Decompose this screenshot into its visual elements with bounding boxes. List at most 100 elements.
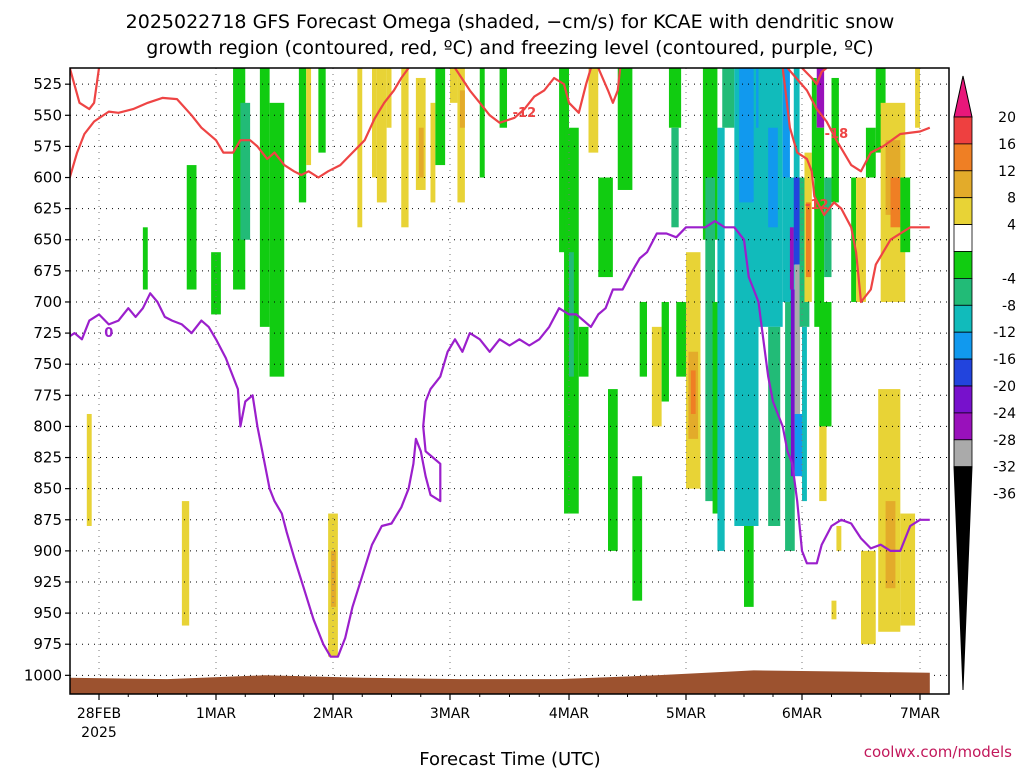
omega-cell-46 (668, 68, 682, 128)
terrain-surface (70, 670, 930, 694)
omega-cell-63 (768, 326, 781, 526)
colorbar-bottom-arrow (953, 466, 973, 691)
omega-cell-21 (372, 68, 377, 178)
colorbar-top-arrow (953, 75, 973, 118)
omega-cell-48 (676, 301, 686, 377)
omega-cell-22 (376, 68, 387, 203)
colorbar-segment-5 (953, 251, 973, 279)
dendritic-contour-label-4: -18 (825, 127, 849, 142)
freezing-level-contour-0 (70, 220, 930, 658)
x-tick-label-5: 5MAR (666, 706, 707, 722)
omega-cell-72 (794, 413, 802, 477)
omega-cell-17 (318, 68, 326, 153)
y-tick-label-15: 900 (33, 542, 62, 560)
colorbar-segment-12 (953, 439, 973, 468)
dendritic-contour-2 (454, 68, 592, 124)
omega-cell-15 (298, 68, 307, 203)
y-tick-label-1: 550 (33, 106, 62, 124)
colorbar-label-10: -24 (993, 406, 1016, 422)
x-tick-label-0: 28FEB (77, 706, 121, 722)
colorbar-label-4: 4 (1007, 218, 1016, 234)
omega-cell-0 (38, 68, 43, 252)
x-tick-label-2: 2MAR (313, 706, 354, 722)
colorbar-segment-7 (953, 304, 973, 333)
dendritic-contour-label-2: -12 (513, 106, 537, 121)
colorbar-label-8: -16 (993, 352, 1016, 368)
omega-cell-28 (435, 68, 446, 166)
omega-cell-3 (16, 227, 21, 613)
omega-cell-76 (802, 326, 807, 502)
omega-cell-20 (357, 68, 363, 228)
omega-cell-54 (712, 301, 720, 514)
y-tick-label-9: 750 (33, 355, 62, 373)
omega-cell-14 (269, 102, 285, 377)
colorbar-label-7: -12 (993, 325, 1016, 341)
dendritic-contour-6 (781, 68, 930, 304)
chart-title-line-2: growth region (contoured, red, ºC) and f… (146, 37, 873, 59)
omega-cell-96 (885, 501, 896, 589)
chart-title-line-1: 2025022718 GFS Forecast Omega (shaded, −… (126, 11, 895, 33)
y-tick-label-5: 650 (33, 231, 62, 249)
omega-cell-98 (915, 68, 920, 128)
x-tick-label-6: 6MAR (782, 706, 823, 722)
x-axis: 28FEB 2025 1MAR 2MAR 3MAR 4MAR 5MAR 6MAR 7MAR (77, 694, 941, 741)
omega-cell-44 (651, 326, 662, 427)
y-tick-label-11: 800 (33, 417, 62, 435)
omega-cell-70 (793, 177, 802, 265)
omega-cell-30 (457, 68, 465, 203)
dendritic-contour-label-0: -12 (4, 158, 28, 173)
y-tick-label-10: 775 (33, 386, 62, 404)
omega-cell-53 (705, 177, 715, 502)
omega-cell-81 (819, 301, 832, 427)
y-tick-label-8: 725 (33, 324, 62, 342)
y-tick-label-4: 625 (33, 200, 62, 218)
colorbar-segment-0 (953, 116, 973, 145)
colorbar-label-0: 20 (998, 110, 1016, 126)
omega-cell-31 (459, 90, 465, 128)
x-tick-label-3: 3MAR (430, 706, 471, 722)
freezing-level-contour-label-0: 0 (104, 326, 113, 341)
omega-cell-66 (785, 301, 795, 551)
omega-shading (16, 68, 920, 657)
omega-cell-79 (814, 127, 825, 327)
y-tick-label-16: 925 (33, 573, 62, 591)
colorbar-segment-1 (953, 143, 973, 172)
omega-cell-9 (186, 165, 197, 290)
omega-cell-69 (793, 68, 800, 178)
dendritic-contour-label-6: -12 (805, 198, 829, 213)
y-tick-label-0: 525 (33, 75, 62, 93)
omega-cell-24 (401, 68, 409, 228)
dendritic-contour-0 (70, 68, 410, 180)
x-tick-label-7: 7MAR (900, 706, 941, 722)
omega-cell-8 (142, 227, 148, 290)
credit-text: coolwx.com/models (864, 743, 1012, 761)
colorbar-segment-6 (953, 277, 973, 306)
y-tick-label-13: 850 (33, 480, 62, 498)
omega-cell-93 (890, 177, 901, 228)
colorbar-segment-9 (953, 358, 973, 387)
omega-cell-32 (479, 68, 485, 178)
x-tick-label-4: 4MAR (549, 706, 590, 722)
dendritic-contour-3 (597, 68, 622, 104)
omega-cell-59 (744, 525, 754, 607)
colorbar: 20 16 12 8 4 -4 -8 -12 -16 -20 -24 -28 -32 -36 (953, 75, 1016, 691)
omega-cell-51 (690, 370, 696, 414)
x-tick-sublabel-0: 2025 (81, 725, 117, 741)
omega-cell-38 (588, 68, 599, 153)
omega-cell-37 (578, 326, 589, 377)
omega-cell-10 (211, 252, 221, 315)
omega-cell-47 (671, 127, 679, 228)
omega-cell-80 (824, 177, 832, 278)
colorbar-label-13: -36 (993, 487, 1016, 503)
y-tick-label-12: 825 (33, 449, 62, 467)
omega-cell-84 (836, 525, 842, 551)
colorbar-segment-4 (953, 224, 973, 252)
terrain (70, 670, 930, 694)
omega-cell-56 (722, 68, 735, 128)
omega-cell-55 (717, 127, 725, 551)
dendritic-contour-5 (801, 68, 828, 86)
omega-cell-43 (639, 301, 647, 377)
colorbar-label-1: 16 (998, 137, 1016, 153)
colorbar-segment-2 (953, 170, 973, 199)
